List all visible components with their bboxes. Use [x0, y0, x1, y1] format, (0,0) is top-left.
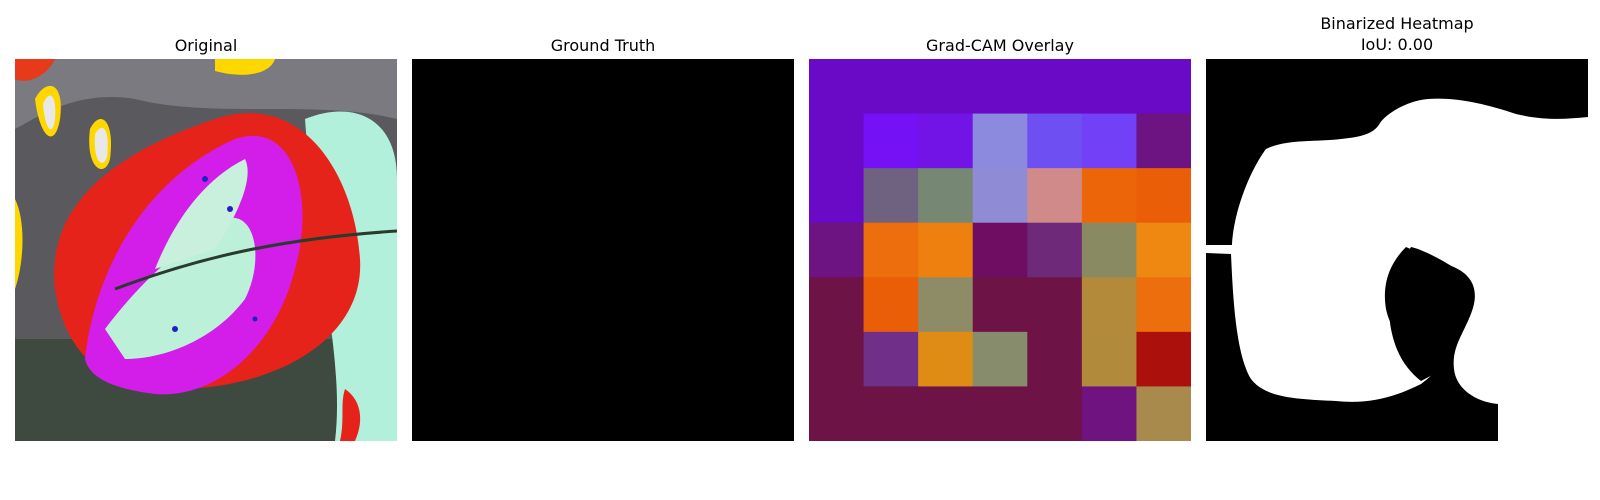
binarized-heatmap	[1206, 59, 1588, 441]
gradcam-cell-r2-c6	[1136, 168, 1191, 224]
original-image	[15, 59, 397, 441]
gradcam-cell-r6-c5	[1081, 386, 1137, 441]
ground-truth-title: Ground Truth	[550, 36, 656, 55]
gradcam-cell-r0-c6	[1136, 59, 1191, 115]
gradcam-cell-r4-c2	[918, 277, 974, 333]
gradcam-cell-r0-c2	[918, 59, 974, 115]
gradcam-cell-r6-c4	[1027, 386, 1083, 441]
gradcam-cell-r0-c4	[1027, 59, 1083, 115]
gradcam-cell-r1-c0	[809, 113, 865, 169]
gradcam-cell-r5-c3	[972, 331, 1028, 387]
gradcam-cell-r1-c3	[972, 113, 1028, 169]
gradcam-cell-r2-c3	[972, 168, 1028, 224]
gradcam-cell-r2-c5	[1081, 168, 1137, 224]
gradcam-cell-r1-c5	[1081, 113, 1137, 169]
gradcam-cell-r1-c2	[918, 113, 974, 169]
gradcam-cell-r2-c1	[863, 168, 919, 224]
gradcam-cell-r4-c6	[1136, 277, 1191, 333]
gradcam-cell-r5-c4	[1027, 331, 1083, 387]
gradcam-cell-r0-c1	[863, 59, 919, 115]
binarized-mask-region	[1206, 98, 1588, 441]
gradcam-cell-r6-c2	[918, 386, 974, 441]
iou-label: IoU: 0.00	[1360, 35, 1434, 54]
gradcam-cell-r3-c2	[918, 222, 974, 278]
binarized-title: Binarized Heatmap IoU: 0.00	[1206, 13, 1588, 55]
gradcam-cell-r2-c4	[1027, 168, 1083, 224]
gradcam-cell-r6-c6	[1136, 386, 1191, 441]
gradcam-cell-r3-c5	[1081, 222, 1137, 278]
gradcam-cell-r5-c1	[863, 331, 919, 387]
gradcam-cell-r3-c4	[1027, 222, 1083, 278]
gradcam-cell-r0-c5	[1081, 59, 1137, 115]
gradcam-title: Grad-CAM Overlay	[926, 36, 1074, 55]
gradcam-overlay	[809, 59, 1191, 441]
gradcam-cell-r6-c3	[972, 386, 1028, 441]
binarized-title-line1: Binarized Heatmap	[1320, 14, 1474, 33]
gradcam-cell-r5-c5	[1081, 331, 1137, 387]
gradcam-cell-r0-c0	[809, 59, 865, 115]
gradcam-cell-r1-c4	[1027, 113, 1083, 169]
gradcam-cell-r6-c1	[863, 386, 919, 441]
gradcam-cell-r2-c2	[918, 168, 974, 224]
ground-truth-mask	[412, 59, 794, 441]
gradcam-cell-r4-c4	[1027, 277, 1083, 333]
gradcam-cell-r3-c0	[809, 222, 865, 278]
gradcam-cell-r4-c5	[1081, 277, 1137, 333]
gradcam-cell-r6-c0	[809, 386, 865, 441]
gradcam-cell-r0-c3	[972, 59, 1028, 115]
gradcam-cell-r3-c3	[972, 222, 1028, 278]
gradcam-cell-r4-c0	[809, 277, 865, 333]
gradcam-cell-r5-c2	[918, 331, 974, 387]
gradcam-cell-r4-c3	[972, 277, 1028, 333]
gradcam-cell-r3-c1	[863, 222, 919, 278]
gradcam-cell-r4-c1	[863, 277, 919, 333]
gradcam-cell-r2-c0	[809, 168, 865, 224]
gradcam-cell-r3-c6	[1136, 222, 1191, 278]
gradcam-cell-r5-c0	[809, 331, 865, 387]
original-title: Original	[174, 36, 238, 55]
gradcam-cell-r1-c1	[863, 113, 919, 169]
gradcam-cell-r1-c6	[1136, 113, 1191, 169]
gradcam-cell-r5-c6	[1136, 331, 1191, 387]
